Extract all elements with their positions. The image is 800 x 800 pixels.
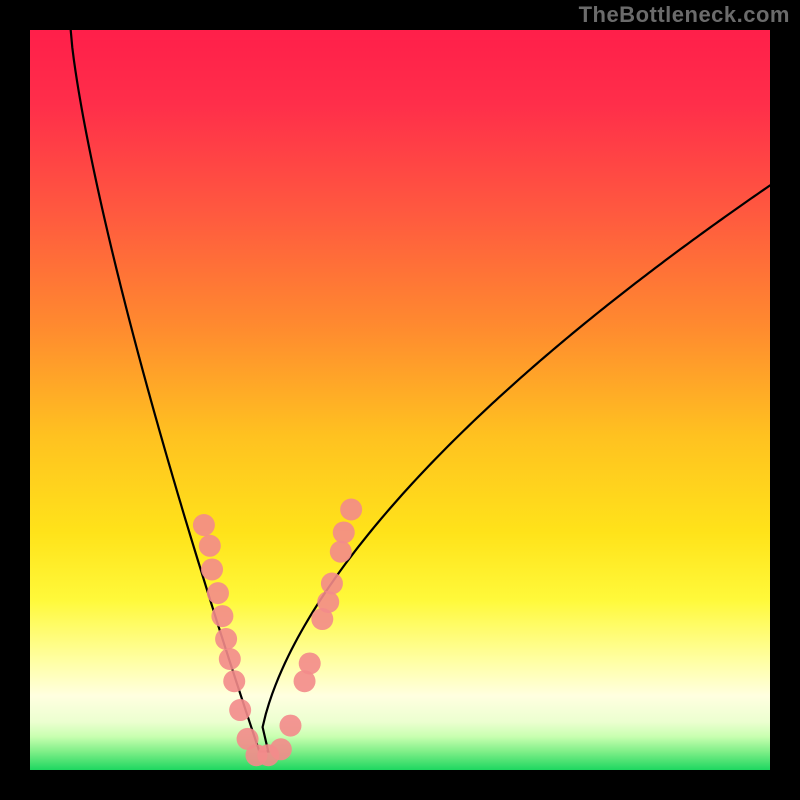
data-marker xyxy=(193,514,215,536)
data-marker xyxy=(219,648,241,670)
data-marker xyxy=(321,573,343,595)
data-marker xyxy=(270,738,292,760)
data-marker xyxy=(279,715,301,737)
data-marker xyxy=(199,535,221,557)
plot-area xyxy=(30,30,770,770)
data-marker xyxy=(330,541,352,563)
bottleneck-chart-svg xyxy=(30,30,770,770)
watermark-text: TheBottleneck.com xyxy=(579,2,790,28)
gradient-background xyxy=(30,30,770,770)
data-marker xyxy=(340,499,362,521)
data-marker xyxy=(223,670,245,692)
chart-frame: TheBottleneck.com xyxy=(0,0,800,800)
data-marker xyxy=(201,558,223,580)
data-marker xyxy=(215,628,237,650)
data-marker xyxy=(333,521,355,543)
data-marker xyxy=(207,582,229,604)
data-marker xyxy=(299,652,321,674)
data-marker xyxy=(211,605,233,627)
data-marker xyxy=(229,699,251,721)
data-marker xyxy=(317,591,339,613)
